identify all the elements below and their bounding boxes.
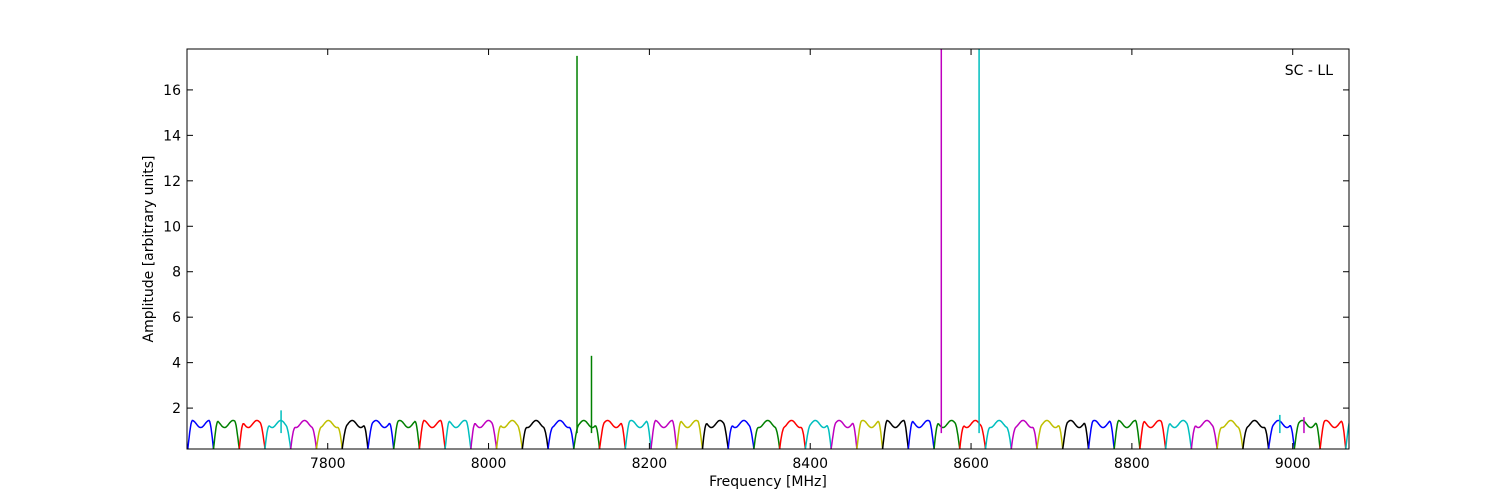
subband-line (1267, 419, 1296, 449)
subband-line (573, 419, 601, 449)
subband-line (1139, 419, 1167, 449)
x-tick-label: 8800 (1114, 456, 1150, 472)
subband-line (959, 419, 987, 449)
y-tick-label: 10 (163, 219, 181, 235)
y-tick-label: 14 (163, 128, 181, 144)
y-tick-label: 12 (163, 174, 181, 190)
subband-line (907, 419, 935, 449)
subband-line (1216, 419, 1244, 449)
subband-line (856, 419, 884, 449)
subband-line (1319, 419, 1347, 449)
subband-line (521, 419, 549, 449)
subband-line (1190, 419, 1218, 449)
x-tick-label: 9000 (1275, 456, 1311, 472)
plot-frame (186, 48, 1350, 450)
subband-line (470, 419, 498, 449)
x-tick-label: 8400 (792, 456, 828, 472)
subband-line (675, 419, 704, 449)
subband-line (264, 419, 292, 449)
subband-line (624, 419, 652, 449)
subband-line (315, 419, 343, 449)
subband-line (753, 419, 781, 449)
subband-line (187, 419, 215, 449)
subband-line (778, 419, 807, 449)
x-tick-label: 8600 (953, 456, 989, 472)
subband-line (444, 419, 472, 449)
subband-line (1113, 419, 1141, 449)
subband-line (881, 419, 910, 449)
subband-line (1061, 419, 1090, 449)
subband-line (238, 419, 266, 449)
series-layer (187, 49, 1349, 449)
subband-line (392, 419, 421, 449)
y-tick-label: 2 (172, 401, 181, 417)
y-axis-label: Amplitude [arbitrary units] (141, 156, 157, 343)
y-tick-label: 8 (172, 265, 181, 281)
x-tick-label: 8000 (471, 456, 507, 472)
y-tick-label: 6 (172, 310, 181, 326)
subband-line (830, 419, 858, 449)
ticks-layer: 7800 8000 8200 8400 8600 8800 9000 2 4 6 8 10 12 14 16 (163, 49, 1349, 472)
subband-line (1010, 419, 1038, 449)
y-tick-label: 4 (172, 356, 181, 372)
subband-line (418, 419, 446, 449)
subband-line (289, 419, 318, 449)
subband-line (212, 419, 241, 449)
x-tick-label: 7800 (310, 456, 346, 472)
subband-line (701, 419, 729, 449)
subband-line (1087, 419, 1115, 449)
x-tick-label: 8200 (632, 456, 668, 472)
subband-line (367, 419, 395, 449)
subband-line (598, 419, 627, 449)
x-axis-label: Frequency [MHz] (709, 474, 827, 490)
subband-line (1164, 419, 1193, 449)
chart-annotation: SC - LL (1285, 63, 1333, 79)
subband-line (804, 419, 832, 449)
subband-line (1293, 419, 1321, 449)
subband-line (984, 419, 1013, 449)
subband-line (495, 419, 524, 449)
y-tick-label: 16 (163, 83, 181, 99)
subband-line (727, 419, 755, 449)
subband-line (933, 419, 961, 449)
subband-line (341, 419, 369, 449)
subband-line (1036, 419, 1064, 449)
subband-line (1242, 419, 1270, 449)
subband-line (547, 419, 575, 449)
subband-line (650, 419, 678, 449)
